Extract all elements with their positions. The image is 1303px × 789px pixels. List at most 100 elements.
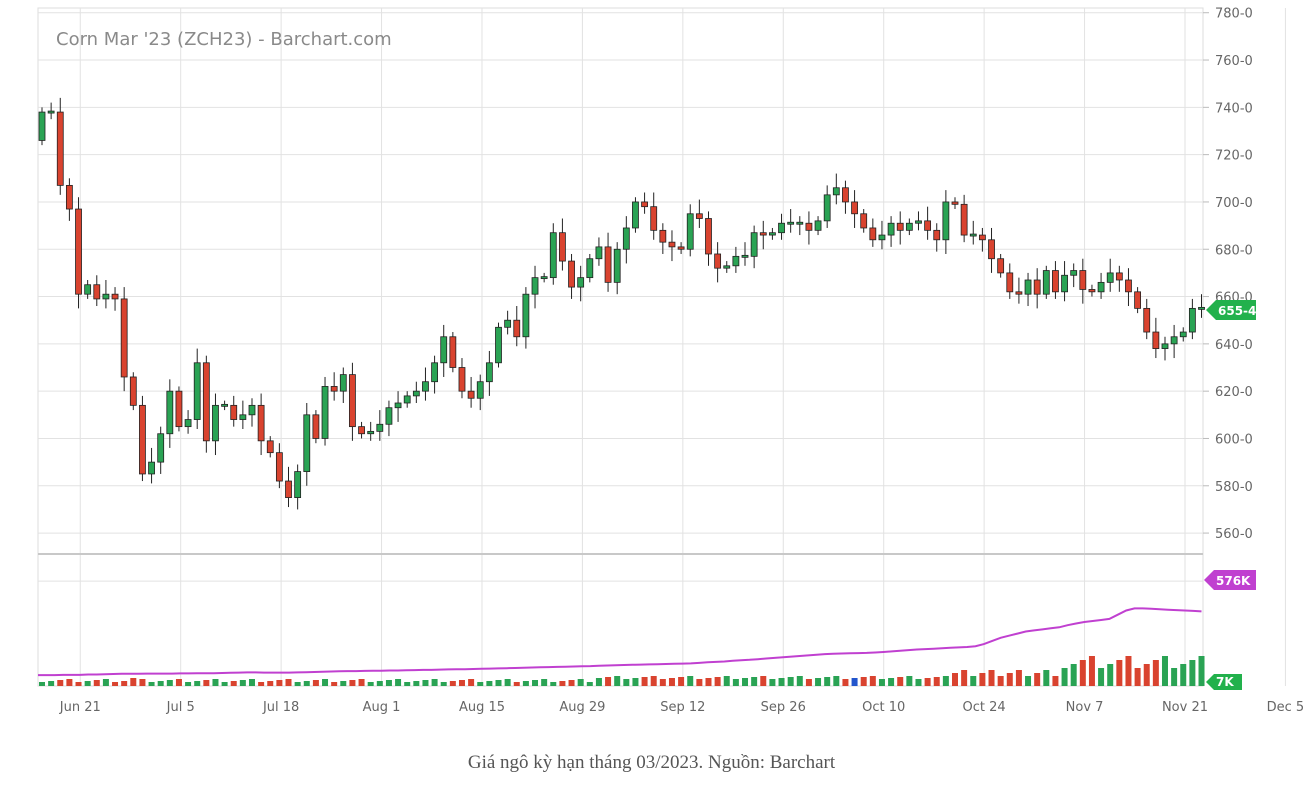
volume-bar xyxy=(1088,656,1095,686)
candle-body xyxy=(1152,331,1160,349)
volume-bar xyxy=(732,679,739,686)
volume-bar xyxy=(1034,673,1041,686)
volume-bar xyxy=(1061,668,1068,686)
candle-body xyxy=(805,222,813,231)
candle-body xyxy=(705,218,712,255)
volume-bar xyxy=(84,681,91,686)
volume-bar xyxy=(258,682,265,686)
candle-body xyxy=(942,201,950,241)
candlestick-chart: 780-0760-0740-0720-0700-0680-0660-0640-0… xyxy=(37,7,1303,715)
volume-bar xyxy=(522,681,529,686)
volume-bar xyxy=(970,676,977,686)
candle-body xyxy=(1161,343,1169,349)
price-axis: 780-0760-0740-0720-0700-0680-0660-0640-0… xyxy=(1203,7,1253,542)
volume-bar xyxy=(878,679,885,686)
volume-bar xyxy=(1006,673,1013,686)
volume-bar xyxy=(121,681,128,686)
candle-body xyxy=(458,367,466,392)
volume-bar xyxy=(340,681,347,686)
candle-body xyxy=(376,423,384,432)
candle-body xyxy=(102,293,110,300)
volume-bar xyxy=(915,679,922,686)
open-interest-tag: 576K xyxy=(1204,570,1256,590)
volume-bar xyxy=(1098,668,1105,686)
candle-body xyxy=(951,201,959,205)
volume-bar xyxy=(166,680,173,686)
volume-bar xyxy=(532,680,539,686)
candle-body xyxy=(823,194,831,222)
open-interest-line xyxy=(38,607,1202,677)
volume-bar xyxy=(705,678,712,686)
candle-body xyxy=(568,260,575,288)
price-tick-label: 600-0 xyxy=(1215,432,1253,447)
candle-body xyxy=(422,381,429,392)
candle-body xyxy=(148,461,155,475)
candle-body xyxy=(814,220,822,231)
volume-bar xyxy=(961,670,968,686)
candle-body xyxy=(604,246,612,283)
price-tick-label: 780-0 xyxy=(1215,7,1253,22)
candle-body xyxy=(769,232,776,236)
candle-body xyxy=(349,374,356,428)
candle-body xyxy=(248,404,256,416)
candle-body xyxy=(412,390,420,397)
volume-bar xyxy=(66,679,73,686)
volume-bar xyxy=(504,679,511,686)
volume-bar xyxy=(468,679,475,686)
volume-bar xyxy=(276,680,283,686)
volume-bar xyxy=(157,681,164,686)
volume-bar xyxy=(175,679,182,686)
candle-body xyxy=(385,407,393,425)
candle-body xyxy=(212,404,219,442)
volume-bar xyxy=(760,676,767,686)
volume-bar xyxy=(312,680,319,686)
volume-bar xyxy=(431,679,438,686)
volume-bar xyxy=(605,677,612,686)
volume-bar xyxy=(833,676,840,686)
candle-body xyxy=(1015,291,1023,295)
open-interest-tag-label: 576K xyxy=(1216,574,1251,588)
volume-bar xyxy=(595,678,602,686)
volume-bar xyxy=(230,681,237,686)
price-tick-label: 720-0 xyxy=(1215,149,1253,164)
volume-bar xyxy=(486,681,493,686)
candle-body xyxy=(732,255,740,267)
candle-body xyxy=(166,390,174,435)
volume-bar xyxy=(1043,670,1050,686)
candle-body xyxy=(221,403,229,407)
volume-tag: 7K xyxy=(1206,674,1242,690)
volume-bar xyxy=(93,680,100,686)
volume-bar xyxy=(869,676,876,686)
volume-bar xyxy=(796,676,803,686)
candle-body xyxy=(695,213,703,219)
volume-bar xyxy=(769,679,776,686)
volume-bar xyxy=(322,679,329,686)
volume-bar xyxy=(1116,660,1123,686)
volume-bar xyxy=(513,682,520,686)
volume-bar xyxy=(860,677,867,686)
candle-body xyxy=(1198,306,1205,310)
volume-bar xyxy=(203,680,210,686)
candle-body xyxy=(540,276,548,280)
volume-bar xyxy=(102,679,109,686)
price-tick-label: 640-0 xyxy=(1215,338,1253,353)
candle-body xyxy=(312,414,320,439)
candle-body xyxy=(239,414,247,420)
candle-body xyxy=(741,254,749,258)
candle-body xyxy=(367,430,375,435)
date-tick-label: Jul 18 xyxy=(262,700,299,715)
candle-body xyxy=(266,440,274,454)
volume-bar xyxy=(1015,670,1022,686)
volume-bar xyxy=(376,681,383,686)
candle-body xyxy=(1070,270,1078,276)
candle-body xyxy=(84,284,92,295)
date-tick-label: Nov 7 xyxy=(1066,700,1104,715)
candle-body xyxy=(431,362,438,383)
price-tick-label: 620-0 xyxy=(1215,385,1253,400)
volume-bar xyxy=(130,678,137,686)
candle-body xyxy=(1079,270,1087,290)
candle-body xyxy=(157,433,165,463)
candle-body xyxy=(960,203,968,236)
candle-body xyxy=(686,213,694,250)
candle-body xyxy=(714,253,722,269)
